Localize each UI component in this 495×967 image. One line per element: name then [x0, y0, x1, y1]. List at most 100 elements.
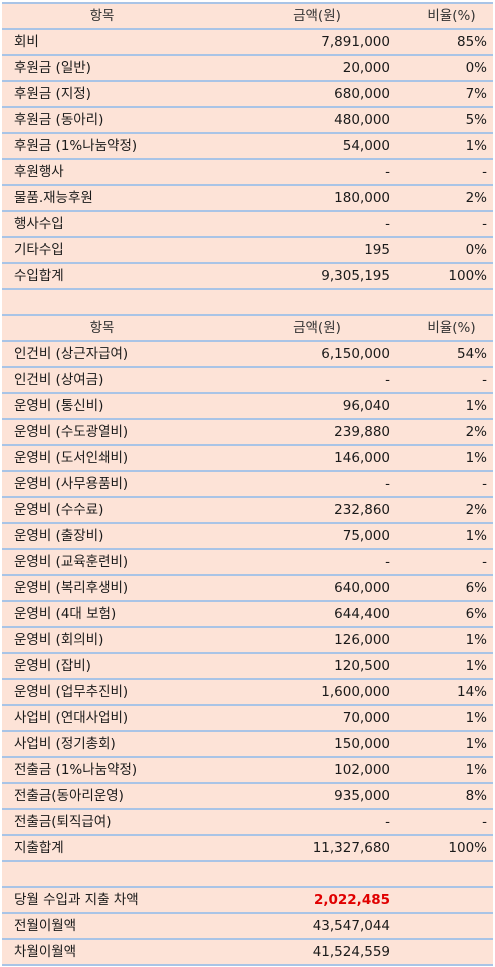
row-amount: 102,000 — [334, 762, 390, 778]
summary-row: 차월이월액 41,524,559 — [2, 940, 493, 966]
row-amount: - — [385, 372, 390, 388]
income-row: 후원금 (지정) 680,000 7% — [2, 82, 493, 108]
summary-rows: 당월 수입과 지출 차액 2,022,485 전월이월액 43,547,044 차월이월… — [2, 888, 493, 966]
row-amount: 41,524,559 — [312, 944, 390, 960]
row-amount: 935,000 — [334, 788, 390, 804]
row-amount: - — [385, 216, 390, 232]
row-item-label: 차월이월액 — [14, 944, 77, 960]
income-header-item: 항목 — [89, 8, 115, 24]
row-item-label: 사업비 (정기총회) — [14, 736, 116, 752]
row-item-label: 사업비 (연대사업비) — [14, 710, 129, 726]
row-amount: 644,400 — [334, 606, 390, 622]
expense-row: 운영비 (교육훈련비) - - — [2, 550, 493, 576]
expense-row: 운영비 (4대 보험) 644,400 6% — [2, 602, 493, 628]
income-header-row: 항목 금액(원) 비율(%) — [2, 2, 493, 30]
income-row: 기타수입 195 0% — [2, 238, 493, 264]
row-amount: 1,600,000 — [321, 684, 390, 700]
row-ratio: 8% — [465, 788, 487, 804]
expense-row: 사업비 (연대사업비) 70,000 1% — [2, 706, 493, 732]
row-item-label: 운영비 (사무용품비) — [14, 476, 129, 492]
row-item-label: 전출금 (1%나눔약정) — [14, 762, 138, 778]
row-ratio: 5% — [465, 112, 487, 128]
row-item-label: 운영비 (잡비) — [14, 658, 91, 674]
row-ratio — [392, 888, 493, 912]
row-ratio: - — [482, 554, 487, 570]
row-amount: 20,000 — [342, 60, 390, 76]
row-ratio: - — [482, 164, 487, 180]
income-header-amount: 금액(원) — [293, 8, 341, 24]
section-spacer — [2, 862, 493, 888]
row-ratio: 7% — [465, 86, 487, 102]
expense-header-amount: 금액(원) — [293, 320, 341, 336]
expense-row: 운영비 (잡비) 120,500 1% — [2, 654, 493, 680]
expense-header-ratio: 비율(%) — [427, 320, 476, 336]
row-ratio: 6% — [465, 606, 487, 622]
row-ratio: 1% — [465, 398, 487, 414]
row-amount: 180,000 — [334, 190, 390, 206]
expense-row: 사업비 (정기총회) 150,000 1% — [2, 732, 493, 758]
row-ratio: 1% — [465, 658, 487, 674]
row-ratio: 14% — [456, 684, 487, 700]
row-ratio: 0% — [465, 242, 487, 258]
row-amount: 150,000 — [334, 736, 390, 752]
income-row: 행사수입 - - — [2, 212, 493, 238]
summary-row: 당월 수입과 지출 차액 2,022,485 — [2, 888, 493, 914]
row-ratio: 1% — [465, 632, 487, 648]
expense-row: 운영비 (출장비) 75,000 1% — [2, 524, 493, 550]
row-amount: 2,022,485 — [313, 892, 390, 908]
row-ratio: - — [482, 814, 487, 830]
row-ratio: 6% — [465, 580, 487, 596]
row-item-label: 운영비 (통신비) — [14, 398, 104, 414]
expense-row: 전출금 (1%나눔약정) 102,000 1% — [2, 758, 493, 784]
expense-row: 운영비 (통신비) 96,040 1% — [2, 394, 493, 420]
row-item-label: 물품.재능후원 — [14, 190, 93, 206]
row-amount: 7,891,000 — [321, 34, 390, 50]
row-amount: 480,000 — [334, 112, 390, 128]
expense-total-ratio: 100% — [448, 840, 487, 856]
income-row: 물품.재능후원 180,000 2% — [2, 186, 493, 212]
row-item-label: 후원금 (지정) — [14, 86, 91, 102]
row-amount: 75,000 — [342, 528, 390, 544]
summary-row: 전월이월액 43,547,044 — [2, 914, 493, 940]
row-amount: 195 — [364, 242, 390, 258]
expense-header-item: 항목 — [89, 320, 115, 336]
row-ratio: 1% — [465, 736, 487, 752]
row-ratio: - — [482, 476, 487, 492]
row-item-label: 전출금(동아리운영) — [14, 788, 124, 804]
income-row: 회비 7,891,000 85% — [2, 30, 493, 56]
expense-total-row: 지출합계 11,327,680 100% — [2, 836, 493, 862]
row-item-label: 인건비 (상여금) — [14, 372, 104, 388]
row-item-label: 인건비 (상근자급여) — [14, 346, 129, 362]
expense-row: 전출금(동아리운영) 935,000 8% — [2, 784, 493, 810]
expense-row: 전출금(퇴직급여) - - — [2, 810, 493, 836]
row-item-label: 운영비 (업무추진비) — [14, 684, 129, 700]
expense-row: 운영비 (회의비) 126,000 1% — [2, 628, 493, 654]
row-item-label: 후원행사 — [14, 164, 64, 180]
row-amount: - — [385, 476, 390, 492]
row-item-label: 기타수입 — [14, 242, 64, 258]
expense-row: 인건비 (상근자급여) 6,150,000 54% — [2, 342, 493, 368]
section-spacer — [2, 290, 493, 316]
expense-row: 운영비 (수수료) 232,860 2% — [2, 498, 493, 524]
row-item-label: 전월이월액 — [14, 918, 77, 934]
expense-row: 운영비 (복리후생비) 640,000 6% — [2, 576, 493, 602]
income-total-ratio: 100% — [448, 268, 487, 284]
row-ratio: 85% — [456, 34, 487, 50]
row-amount: 6,150,000 — [321, 346, 390, 362]
expense-row: 운영비 (도서인쇄비) 146,000 1% — [2, 446, 493, 472]
row-amount: 680,000 — [334, 86, 390, 102]
row-item-label: 운영비 (복리후생비) — [14, 580, 129, 596]
expense-row: 운영비 (업무추진비) 1,600,000 14% — [2, 680, 493, 706]
row-amount: 232,860 — [334, 502, 390, 518]
row-item-label: 회비 — [14, 34, 39, 50]
row-ratio: 2% — [465, 190, 487, 206]
row-ratio: 2% — [465, 502, 487, 518]
row-amount: 120,500 — [334, 658, 390, 674]
income-row: 후원금 (동아리) 480,000 5% — [2, 108, 493, 134]
income-rows: 회비 7,891,000 85% 후원금 (일반) 20,000 0% 후원금 (지정) 68… — [2, 30, 493, 264]
row-amount: 54,000 — [342, 138, 390, 154]
income-row: 후원행사 - - — [2, 160, 493, 186]
row-ratio: 1% — [465, 138, 487, 154]
row-ratio: 1% — [465, 762, 487, 778]
